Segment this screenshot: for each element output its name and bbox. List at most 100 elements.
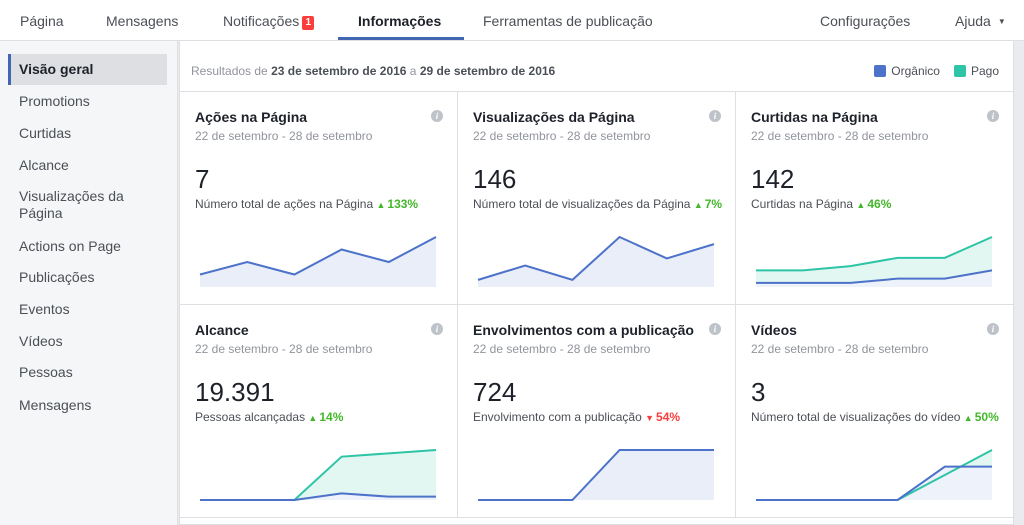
organic-area [478, 237, 714, 287]
sidebar: Visão geral Promotions Curtidas Alcance … [0, 41, 178, 525]
card-description: Curtidas na Página ▲ 46% [751, 196, 1006, 213]
sparkline-chart [756, 449, 993, 501]
legend: Orgânico Pago [874, 64, 999, 78]
change-value: 46% [867, 197, 892, 211]
organic-line [756, 465, 992, 501]
card-description: Número total de visualizações da Página … [473, 196, 728, 213]
sidebar-item-visao-geral[interactable]: Visão geral [8, 54, 167, 85]
organic-area [756, 466, 992, 500]
sparkline-chart [199, 236, 437, 287]
nav-tab-notificacoes[interactable]: Notificações 1 [223, 0, 315, 40]
active-tab-indicator [338, 37, 464, 40]
info-icon[interactable]: i [431, 110, 443, 122]
card-description-text: Número total de visualizações da Página [473, 197, 691, 211]
change-indicator: ▼ 54% [645, 410, 680, 424]
card-title: Envolvimentos com a publicação [473, 322, 694, 338]
organic-line [200, 492, 436, 501]
card-description-text: Envolvimento com a publicação [473, 410, 642, 424]
triangle-up-icon: ▲ [856, 200, 866, 210]
card-value: 7 [195, 164, 210, 194]
change-value: 133% [387, 197, 419, 211]
info-icon[interactable]: i [987, 323, 999, 335]
metric-card-envolvimentos[interactable]: Envolvimentos com a publicação i 22 de set… [458, 305, 736, 518]
card-title: Vídeos [751, 322, 797, 338]
info-icon[interactable]: i [987, 110, 999, 122]
metric-card-curtidas-na-pagina[interactable]: Curtidas na Página i 22 de setembro - 28 d… [736, 92, 1013, 305]
info-icon[interactable]: i [431, 323, 443, 335]
sidebar-item-actions-on-page[interactable]: Actions on Page [19, 238, 121, 254]
info-icon[interactable]: i [709, 323, 721, 335]
card-date-range: 22 de setembro - 28 de setembro [473, 129, 651, 143]
results-middle: a [406, 64, 420, 78]
change-value: 54% [656, 410, 681, 424]
triangle-up-icon: ▲ [308, 413, 318, 423]
results-header: Resultados de 23 de setembro de 2016 a 2… [180, 41, 1013, 92]
card-title: Visualizações da Página [473, 109, 635, 125]
sparkline-chart [478, 449, 714, 501]
card-value: 146 [473, 164, 517, 194]
triangle-down-icon: ▼ [645, 413, 655, 423]
organic-line [478, 449, 714, 501]
card-description-text: Curtidas na Página [751, 197, 854, 211]
organic-area [200, 237, 436, 287]
nav-configuracoes[interactable]: Configurações [820, 13, 911, 29]
change-value: 50% [974, 410, 999, 424]
metric-card-videos[interactable]: Vídeos i 22 de setembro - 28 de setembro 3 N… [736, 305, 1013, 518]
legend-organic-label: Orgânico [891, 64, 940, 78]
organic-line [477, 235, 715, 281]
sidebar-item-videos[interactable]: Vídeos [19, 333, 63, 349]
card-description-text: Número total de visualizações do vídeo [751, 410, 961, 424]
metric-card-alcance[interactable]: Alcance i 22 de setembro - 28 de setembro 1… [180, 305, 458, 518]
sidebar-item-pessoas[interactable]: Pessoas [19, 364, 73, 380]
change-indicator: ▲ 46% [856, 197, 891, 211]
legend-paid-label: Pago [970, 64, 999, 78]
nav-ajuda-label: Ajuda [955, 13, 991, 29]
results-range: Resultados de 23 de setembro de 2016 a 2… [191, 64, 555, 78]
card-title: Curtidas na Página [751, 109, 878, 125]
sidebar-item-visualizacoes[interactable]: Visualizações da Página [19, 188, 124, 221]
card-date-range: 22 de setembro - 28 de setembro [473, 342, 651, 356]
legend-organic-swatch [874, 65, 887, 77]
sparkline-chart [477, 235, 715, 287]
caret-down-icon: ▼ [997, 17, 1006, 26]
triangle-up-icon: ▲ [963, 413, 973, 423]
nav-tab-informacoes[interactable]: Informações [358, 13, 442, 29]
sidebar-item-eventos[interactable]: Eventos [19, 301, 70, 317]
sidebar-item-alcance[interactable]: Alcance [19, 157, 69, 173]
results-end-date: 29 de setembro de 2016 [419, 64, 556, 78]
sidebar-item-mensagens[interactable]: Mensagens [19, 397, 92, 413]
card-date-range: 22 de setembro - 28 de setembro [751, 129, 929, 143]
nav-ajuda[interactable]: Ajuda ▼ [955, 0, 1006, 40]
change-value: 14% [319, 410, 344, 424]
card-description: Número total de visualizações do vídeo ▲… [751, 409, 1006, 426]
card-date-range: 22 de setembro - 28 de setembro [195, 129, 373, 143]
triangle-up-icon: ▲ [376, 200, 386, 210]
sidebar-item-curtidas[interactable]: Curtidas [19, 125, 72, 141]
organic-line [756, 269, 993, 284]
card-value: 19.391 [195, 377, 275, 407]
organic-area [200, 493, 436, 500]
nav-tab-ferramentas[interactable]: Ferramentas de publicação [483, 13, 653, 29]
metric-card-visualizacoes-da-pagina[interactable]: Visualizações da Página i 22 de setembro -… [458, 92, 736, 305]
sidebar-item-publicacoes[interactable]: Publicações [19, 269, 95, 285]
results-prefix: Resultados de [191, 64, 272, 78]
card-description-text: Pessoas alcançadas [195, 410, 306, 424]
change-indicator: ▲ 7% [694, 197, 722, 211]
triangle-up-icon: ▲ [693, 200, 703, 210]
sidebar-item-promotions[interactable]: Promotions [19, 93, 90, 109]
change-indicator: ▲ 50% [964, 410, 999, 424]
sparkline-chart [756, 236, 993, 287]
card-date-range: 22 de setembro - 28 de setembro [751, 342, 929, 356]
organic-line [199, 236, 437, 276]
nav-tab-mensagens[interactable]: Mensagens [106, 13, 179, 29]
card-value: 3 [751, 377, 766, 407]
paid-line [756, 236, 993, 272]
info-icon[interactable]: i [709, 110, 721, 122]
change-indicator: ▲ 14% [308, 410, 343, 424]
card-date-range: 22 de setembro - 28 de setembro [195, 342, 373, 356]
organic-area [478, 450, 714, 500]
notification-count-badge: 1 [302, 16, 315, 30]
metric-card-acoes-na-pagina[interactable]: Ações na Página i 22 de setembro - 28 de s… [180, 92, 458, 305]
nav-tab-pagina[interactable]: Página [20, 13, 64, 29]
legend-paid-swatch [953, 65, 966, 77]
